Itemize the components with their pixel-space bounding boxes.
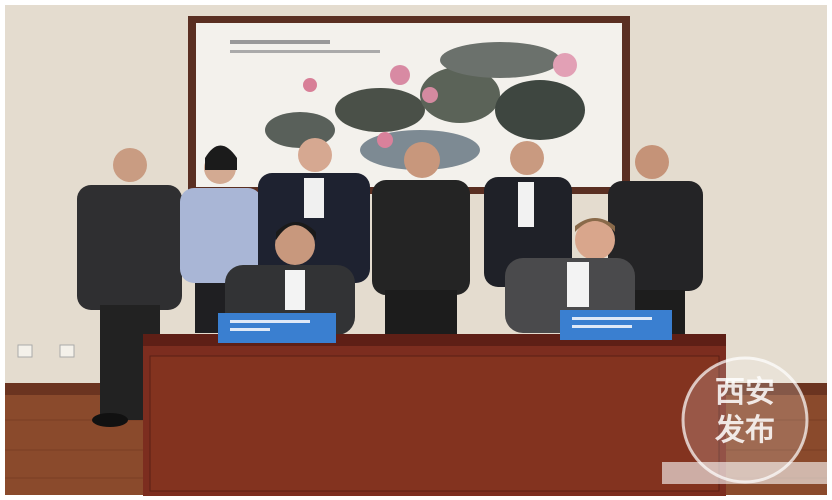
standing-people: [77, 138, 703, 427]
watermark: 西安 发布: [662, 356, 827, 484]
outlet: [17, 344, 33, 358]
outlet: [59, 344, 75, 358]
watermark-line1: 西安: [715, 375, 775, 410]
signing-table: [143, 310, 726, 496]
watermark-line2: 发布: [714, 413, 775, 448]
